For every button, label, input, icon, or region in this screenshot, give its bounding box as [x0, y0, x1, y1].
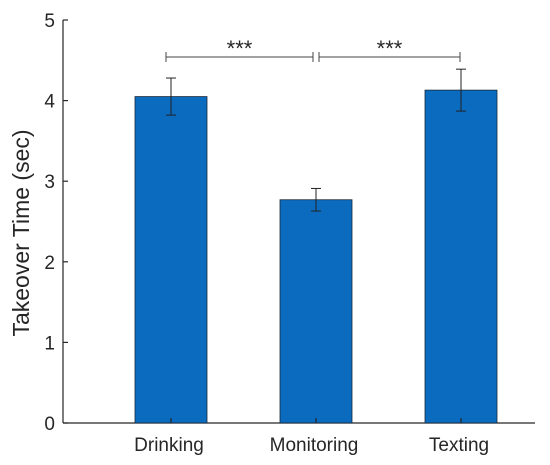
y-tick-label-2: 2: [44, 253, 55, 274]
bar-drinking: [134, 96, 208, 424]
bar-monitoring: [279, 199, 353, 424]
x-tick-label-texting: Texting: [429, 435, 489, 456]
y-tick-label-5: 5: [44, 11, 55, 32]
x-tick-label-monitoring: Monitoring: [270, 435, 359, 456]
y-tick-label-3: 3: [44, 172, 55, 193]
y-tick-label-0: 0: [44, 414, 55, 435]
significance-label-1: ***: [377, 36, 403, 61]
bar-texting: [424, 89, 498, 424]
y-tick-label-4: 4: [44, 92, 55, 113]
y-tick-label-1: 1: [44, 333, 55, 354]
plot-area: 0 1 2 3 4 5 Drinking Monitoring Texting *** ***: [44, 11, 535, 456]
y-axis-label: Takeover Time (sec): [8, 129, 34, 336]
significance-label-0: ***: [227, 36, 253, 61]
x-tick-label-drinking: Drinking: [134, 435, 204, 456]
